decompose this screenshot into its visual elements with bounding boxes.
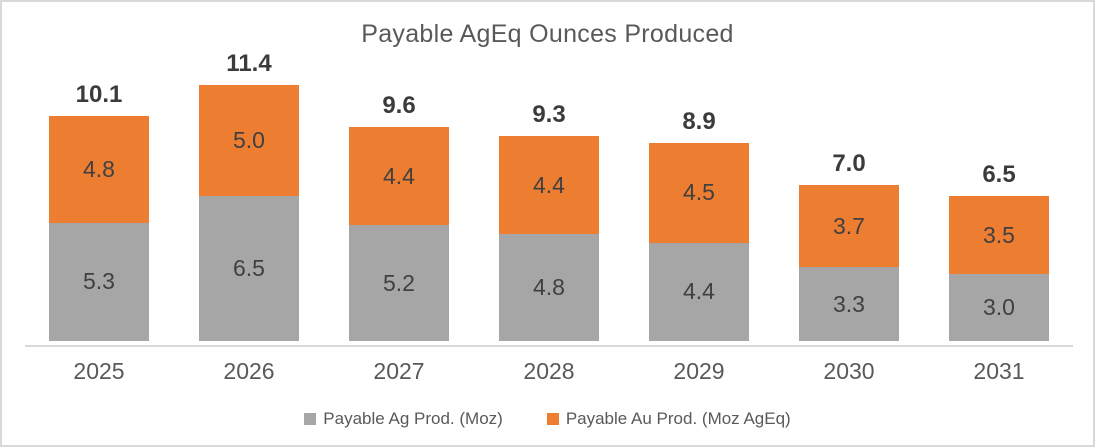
bar-group-2026: 5.0 6.5 — [199, 84, 299, 341]
total-label-2025: 10.1 — [75, 80, 123, 108]
segment-value-label: 4.4 — [683, 278, 715, 305]
bar-segment-au-2030: 3.7 — [799, 185, 899, 268]
legend-item-au: Payable Au Prod. (Moz AgEq) — [546, 409, 791, 429]
legend-swatch-ag — [304, 413, 317, 425]
bar-segment-ag-2027: 5.2 — [349, 225, 449, 341]
bar-group-2027: 4.4 5.2 — [349, 127, 449, 341]
bar-segment-ag-2025: 5.3 — [49, 222, 149, 341]
total-label-2028: 9.3 — [532, 101, 566, 129]
bar-group-2030: 3.7 3.3 — [799, 185, 899, 341]
bar-group-2028: 4.4 4.8 — [499, 136, 599, 341]
legend: Payable Ag Prod. (Moz) Payable Au Prod. … — [2, 409, 1093, 429]
total-label-2030: 7.0 — [832, 150, 866, 178]
bar-segment-au-2028: 4.4 — [499, 136, 599, 235]
segment-value-label: 4.8 — [83, 155, 115, 182]
bar-segment-ag-2029: 4.4 — [649, 242, 749, 341]
x-axis-label-2029: 2029 — [673, 358, 725, 384]
x-axis-label-2025: 2025 — [73, 358, 125, 384]
segment-value-label: 5.3 — [83, 268, 115, 295]
x-axis-label-2028: 2028 — [523, 358, 575, 384]
segment-value-label: 4.4 — [383, 162, 415, 189]
segment-value-label: 5.2 — [383, 269, 415, 296]
legend-label-au: Payable Au Prod. (Moz AgEq) — [565, 409, 791, 428]
bar-segment-au-2025: 4.8 — [49, 115, 149, 223]
x-axis-label-2026: 2026 — [223, 358, 275, 384]
bar-group-2031: 3.5 3.0 — [949, 196, 1049, 341]
segment-value-label: 3.3 — [833, 290, 865, 317]
x-axis-label-2027: 2027 — [373, 358, 425, 384]
bar-group-2029: 4.5 4.4 — [649, 142, 749, 341]
bar-group-2025: 4.8 5.3 — [49, 115, 149, 341]
segment-value-label: 4.8 — [533, 274, 565, 301]
segment-value-label: 5.0 — [233, 126, 265, 153]
chart-title: Payable AgEq Ounces Produced — [361, 20, 734, 48]
segment-value-label: 3.5 — [983, 221, 1015, 248]
bar-segment-au-2027: 4.4 — [349, 127, 449, 226]
bar-segment-au-2029: 4.5 — [649, 142, 749, 243]
legend-label-ag: Payable Ag Prod. (Moz) — [323, 409, 503, 428]
bar-segment-ag-2031: 3.0 — [949, 274, 1049, 341]
segment-value-label: 3.7 — [833, 212, 865, 239]
segment-value-label: 4.5 — [683, 179, 715, 206]
bar-segment-ag-2026: 6.5 — [199, 196, 299, 341]
bar-segment-ag-2030: 3.3 — [799, 267, 899, 341]
bar-segment-au-2031: 3.5 — [949, 196, 1049, 275]
segment-value-label: 6.5 — [233, 255, 265, 282]
bar-segment-au-2026: 5.0 — [199, 84, 299, 197]
total-label-2031: 6.5 — [982, 161, 1016, 189]
total-label-2027: 9.6 — [382, 92, 416, 120]
total-label-2029: 8.9 — [682, 107, 716, 135]
legend-item-ag: Payable Ag Prod. (Moz) — [304, 409, 503, 429]
legend-swatch-au — [546, 413, 559, 425]
total-label-2026: 11.4 — [226, 49, 272, 77]
segment-value-label: 3.0 — [983, 294, 1015, 321]
x-axis-label-2031: 2031 — [973, 358, 1025, 384]
bar-segment-ag-2028: 4.8 — [499, 234, 599, 341]
x-axis-line — [25, 345, 1073, 347]
x-axis-label-2030: 2030 — [823, 358, 875, 384]
segment-value-label: 4.4 — [533, 171, 565, 198]
